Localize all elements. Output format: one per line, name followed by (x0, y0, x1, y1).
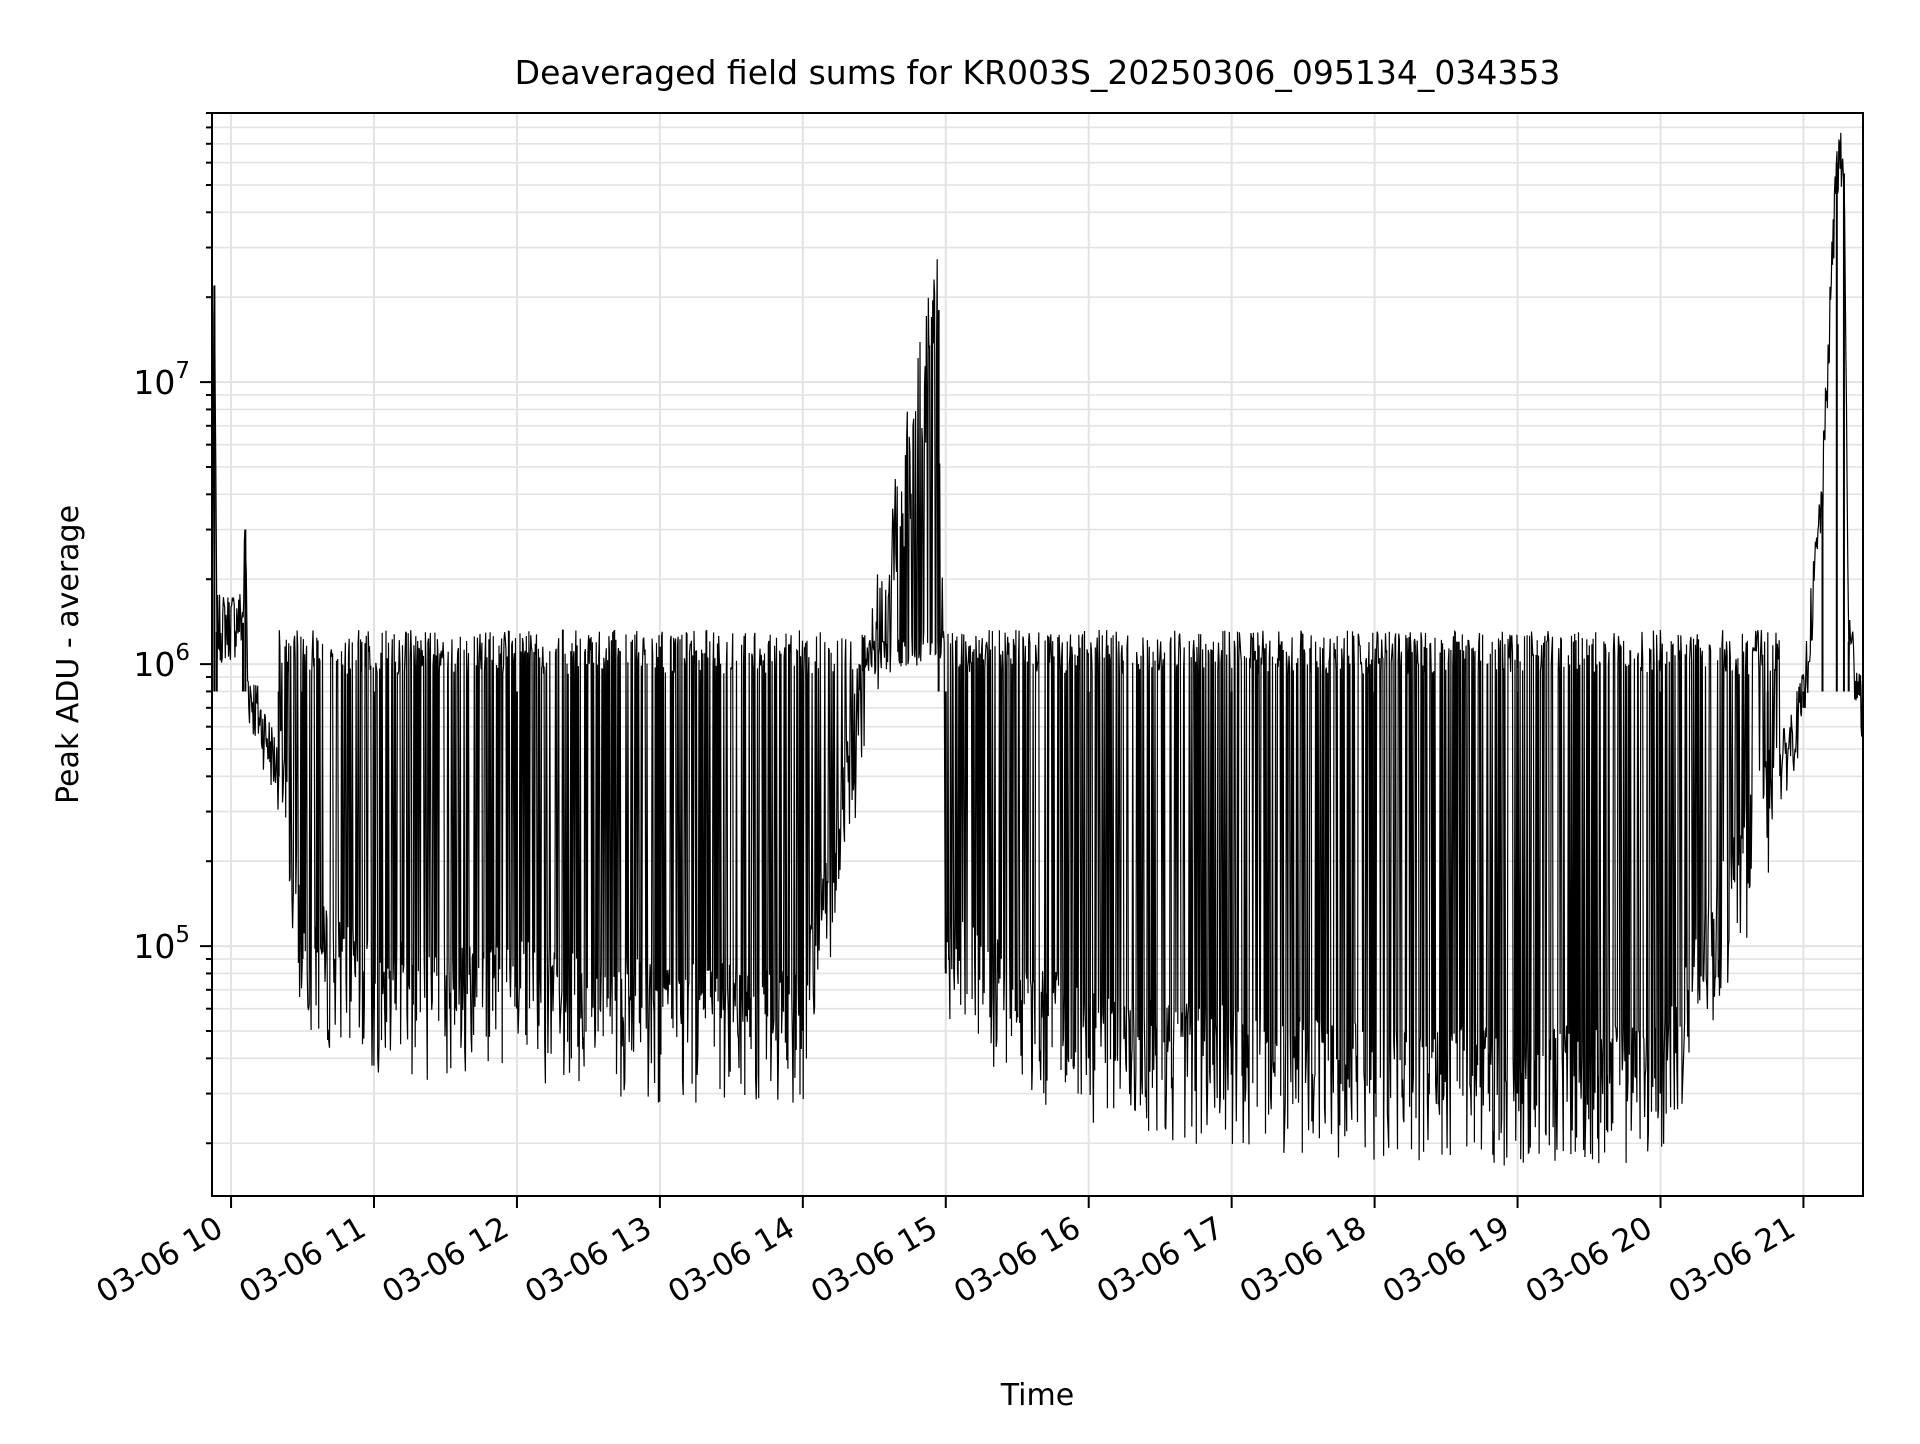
y-tick-label: 106 (133, 640, 190, 684)
y-tick-label: 107 (133, 358, 190, 402)
chart-title: Deaveraged field sums for KR003S_2025030… (515, 53, 1561, 92)
y-tick-label: 105 (133, 922, 190, 966)
x-axis-label: Time (1000, 1378, 1074, 1413)
plot-frame (211, 112, 1864, 1197)
series-layer (211, 132, 1864, 1166)
series-line (211, 132, 1864, 1166)
y-axis-label: Peak ADU - average (51, 505, 86, 804)
